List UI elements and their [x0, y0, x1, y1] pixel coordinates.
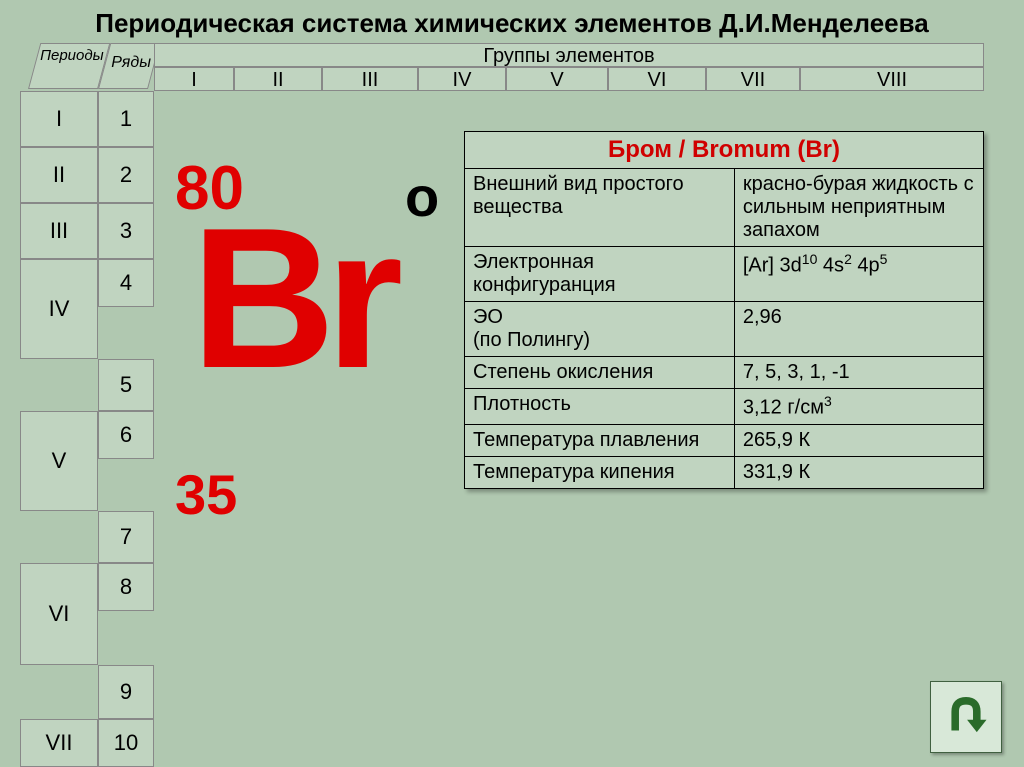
group-header-III: III: [322, 67, 418, 91]
groups-label: Группы элементов: [154, 43, 984, 67]
table-row: II2: [20, 147, 154, 203]
period-cell: I: [20, 91, 98, 147]
row-number-cell: 8: [98, 563, 154, 611]
row-number-cell: 4: [98, 259, 154, 307]
property-value: 3,12 г/см3: [734, 389, 983, 425]
row-number-cell: 1: [98, 91, 154, 147]
row-number-cell: 6: [98, 411, 154, 459]
property-value: [Ar] 3d10 4s2 4p5: [734, 247, 983, 302]
row-number-cell: 7: [98, 511, 154, 563]
rows-header: Ряды: [98, 43, 160, 89]
period-cell: V: [20, 411, 98, 511]
group-header-II: II: [234, 67, 322, 91]
group-header-I: I: [154, 67, 234, 91]
row-number-cell: 3: [98, 203, 154, 259]
property-value: 331,9 К: [734, 456, 983, 488]
table-row: V6: [20, 411, 154, 511]
corner-mark: о: [405, 164, 439, 229]
element-title: Бром / Bromum (Br): [465, 132, 984, 169]
property-label: Электронная конфигуранция: [465, 247, 735, 302]
table-row: III3: [20, 203, 154, 259]
period-cell: III: [20, 203, 98, 259]
property-value: 265,9 К: [734, 424, 983, 456]
property-row: Степень окисления7, 5, 3, 1, -1: [465, 357, 984, 389]
periods-header: Периоды: [28, 43, 110, 89]
group-header-IV: IV: [418, 67, 506, 91]
period-rows: I1II2III3IV45V67VI89VII10: [20, 91, 154, 767]
property-label: Плотность: [465, 389, 735, 425]
period-cell: VII: [20, 719, 98, 767]
table-row: I1: [20, 91, 154, 147]
row-number-cell: 10: [98, 719, 154, 767]
table-row: IV4: [20, 259, 154, 359]
period-cell: VI: [20, 563, 98, 665]
property-value: 7, 5, 3, 1, -1: [734, 357, 983, 389]
property-row: ЭО (по Полингу)2,96: [465, 302, 984, 357]
row-number-cell: 5: [98, 359, 154, 411]
table-row: 9: [20, 665, 154, 719]
property-row: Электронная конфигуранция[Ar] 3d10 4s2 4…: [465, 247, 984, 302]
property-row: Температура плавления265,9 К: [465, 424, 984, 456]
page-title: Периодическая система химических элемент…: [0, 0, 1024, 43]
table-row: VII10: [20, 719, 154, 767]
element-symbol: Br: [191, 214, 393, 384]
period-cell: II: [20, 147, 98, 203]
property-row: Плотность3,12 г/см3: [465, 389, 984, 425]
property-row: Внешний вид простого веществакрасно-бура…: [465, 169, 984, 247]
u-turn-icon: [939, 690, 993, 744]
table-row: 5: [20, 359, 154, 411]
row-number-cell: 2: [98, 147, 154, 203]
property-label: Температура плавления: [465, 424, 735, 456]
properties-table: Бром / Bromum (Br) Внешний вид простого …: [464, 131, 984, 489]
property-label: Температура кипения: [465, 456, 735, 488]
table-row: VI8: [20, 563, 154, 665]
group-header-VI: VI: [608, 67, 706, 91]
table-row: 7: [20, 511, 154, 563]
corner-headers: ПериодыРяды: [20, 43, 140, 89]
row-number-cell: 9: [98, 665, 154, 719]
group-header-VIII: VIII: [800, 67, 984, 91]
back-button[interactable]: [930, 681, 1002, 753]
property-value: 2,96: [734, 302, 983, 357]
period-cell: IV: [20, 259, 98, 359]
property-value: красно-бурая жидкость с сильным неприятн…: [734, 169, 983, 247]
property-label: Внешний вид простого вещества: [465, 169, 735, 247]
groups-header-row: Группы элементов IIIIIIIVVVIVIIVIII: [154, 43, 984, 91]
property-row: Температура кипения331,9 К: [465, 456, 984, 488]
group-header-V: V: [506, 67, 608, 91]
atomic-number: 35: [175, 462, 237, 527]
property-label: ЭО (по Полингу): [465, 302, 735, 357]
property-label: Степень окисления: [465, 357, 735, 389]
group-header-VII: VII: [706, 67, 800, 91]
